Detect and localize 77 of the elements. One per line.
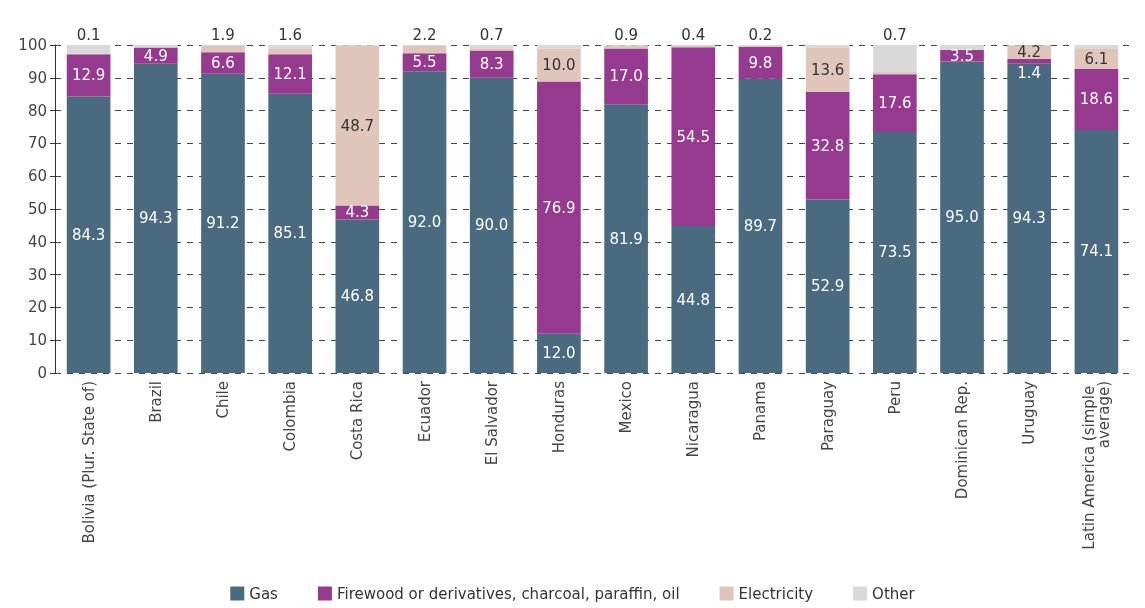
data-label: 0.1 <box>76 25 101 44</box>
x-tick-label: Nicaragua <box>684 381 703 458</box>
x-tick-label: Costa Rica <box>348 381 367 461</box>
data-label: 1.4 <box>1017 64 1042 83</box>
data-label: 89.7 <box>743 216 778 235</box>
y-tick-label: 100 <box>18 36 47 54</box>
y-tick-label: 90 <box>27 68 47 87</box>
data-label: 44.8 <box>676 290 710 309</box>
data-label: 0.4 <box>681 25 706 44</box>
data-label: 76.9 <box>542 198 576 217</box>
data-label: 84.3 <box>71 225 106 244</box>
data-label: 6.1 <box>1084 49 1109 68</box>
y-tick-label: 20 <box>27 298 47 317</box>
y-tick-label: 30 <box>27 265 47 284</box>
data-label: 5.5 <box>412 53 437 72</box>
x-tick-label: Dominican Rep. <box>953 381 972 500</box>
data-label: 17.6 <box>878 94 912 113</box>
data-label: 0.7 <box>882 25 907 44</box>
data-label: 81.9 <box>609 229 643 248</box>
data-label: 9.8 <box>748 53 773 72</box>
data-label: 3.5 <box>950 46 974 65</box>
data-label: 10.0 <box>542 56 576 75</box>
data-label: 46.8 <box>340 287 375 306</box>
x-tick-label: Ecuador <box>415 380 434 443</box>
data-label: 95.0 <box>945 208 979 227</box>
data-label: 73.5 <box>878 243 912 262</box>
data-label: 12.0 <box>542 344 576 363</box>
data-label: 4.9 <box>143 46 168 65</box>
x-tick-label: Uruguay <box>1020 380 1039 445</box>
data-label: 0.9 <box>614 25 639 44</box>
data-label: 12.9 <box>71 66 106 85</box>
data-label: 2.2 <box>412 25 437 44</box>
x-tick-label: Mexico <box>617 381 636 434</box>
x-tick-label: Paraguay <box>818 380 837 452</box>
y-tick-label: 70 <box>27 134 47 153</box>
legend-label: Firewood or derivatives, charcoal, paraffin, oil <box>336 584 680 603</box>
data-label: 1.6 <box>278 25 303 44</box>
y-tick-label: 0 <box>37 364 47 382</box>
data-label: 0.7 <box>479 25 504 44</box>
y-tick-label: 60 <box>27 167 47 186</box>
data-label: 8.3 <box>479 55 504 74</box>
y-tick-label: 40 <box>27 232 47 251</box>
data-label: 4.2 <box>1017 43 1042 62</box>
x-tick-label: Peru <box>885 381 904 415</box>
data-label: 12.1 <box>273 65 307 84</box>
legend-label: Other <box>872 584 916 603</box>
data-label: 4.3 <box>345 203 370 222</box>
legend-label: Electricity <box>738 584 814 603</box>
x-tick-label: Chile <box>213 381 232 419</box>
x-tick-label: Latin America (simple average) <box>1079 381 1113 550</box>
legend-label: Gas <box>249 584 279 603</box>
data-label: 13.6 <box>810 60 845 79</box>
data-label: 18.6 <box>1079 90 1114 109</box>
x-tick-label: El Salvador <box>482 380 501 466</box>
y-tick-label: 10 <box>27 331 47 350</box>
data-label: 91.2 <box>206 214 240 233</box>
data-label: 48.7 <box>340 116 375 135</box>
data-label: 90.0 <box>475 216 509 235</box>
x-tick-label: Brazil <box>146 381 165 423</box>
data-label: 74.1 <box>1079 242 1114 261</box>
data-label: 32.8 <box>810 136 845 155</box>
y-tick-label: 50 <box>27 200 47 218</box>
data-label: 0.2 <box>748 25 773 44</box>
data-label: 6.6 <box>211 54 235 73</box>
data-label: 1.9 <box>211 25 235 44</box>
x-tick-label: Panama <box>751 381 770 442</box>
data-label: 54.5 <box>676 127 710 146</box>
x-tick-label: Colombia <box>281 381 300 452</box>
data-label: 52.9 <box>810 277 845 296</box>
x-tick-label: Bolivia (Plur. State of) <box>79 381 98 544</box>
data-label: 17.0 <box>609 67 643 86</box>
data-label: 94.3 <box>1012 209 1046 228</box>
data-label: 92.0 <box>407 213 442 232</box>
x-tick-label: Honduras <box>549 380 568 454</box>
y-tick-label: 80 <box>27 101 47 120</box>
data-label: 85.1 <box>273 224 307 243</box>
data-label: 94.3 <box>139 209 173 228</box>
